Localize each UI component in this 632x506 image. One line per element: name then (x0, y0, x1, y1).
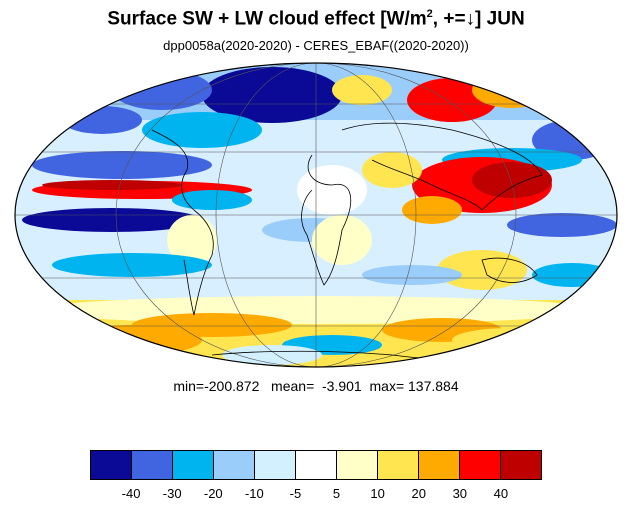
colorbar-tick-label: -40 (121, 486, 141, 501)
colorbar-box (91, 451, 132, 479)
colorbar-tick-label: -20 (203, 486, 223, 501)
colorbar-tick-label: -5 (289, 486, 302, 501)
colorbar-box (214, 451, 255, 479)
title-superscript: 2 (426, 8, 433, 20)
colorbar-tick-label: 20 (411, 486, 426, 501)
colorbar-box (460, 451, 501, 479)
stats-line: min=-200.872 mean= -3.901 max= 137.884 (173, 378, 459, 394)
colorbar (90, 450, 542, 480)
colorbar-tick-label: 10 (370, 486, 385, 501)
colorbar-box (501, 451, 541, 479)
title-suffix: , +=↓] JUN (432, 8, 525, 30)
map-grid (15, 63, 617, 367)
colorbar-labels: -40 -30 -20 -10 -5 5 10 20 30 40 (90, 486, 542, 502)
colorbar-tick-label: -30 (162, 486, 182, 501)
title-prefix: Surface SW + LW cloud effect [W/m (107, 8, 427, 30)
colorbar-box (296, 451, 337, 479)
colorbar-box (255, 451, 296, 479)
colorbar-box (337, 451, 378, 479)
globe-outline (14, 62, 618, 368)
plot-subtitle: dpp0058a(2020-2020) - CERES_EBAF((2020-2… (163, 38, 469, 53)
plot-title: Surface SW + LW cloud effect [W/m2, +=↓]… (0, 8, 632, 30)
colorbar-box (173, 451, 214, 479)
colorbar-box (378, 451, 419, 479)
map-panel (12, 60, 620, 370)
mollweide-map (14, 62, 618, 368)
colorbar-tick-label: 40 (493, 486, 509, 501)
colorbar-tick-label: 30 (452, 486, 468, 501)
colorbar-box (132, 451, 173, 479)
colorbar-tick-label: 5 (332, 486, 341, 501)
colorbar-tick-label: -10 (244, 486, 264, 501)
colorbar-box (419, 451, 460, 479)
